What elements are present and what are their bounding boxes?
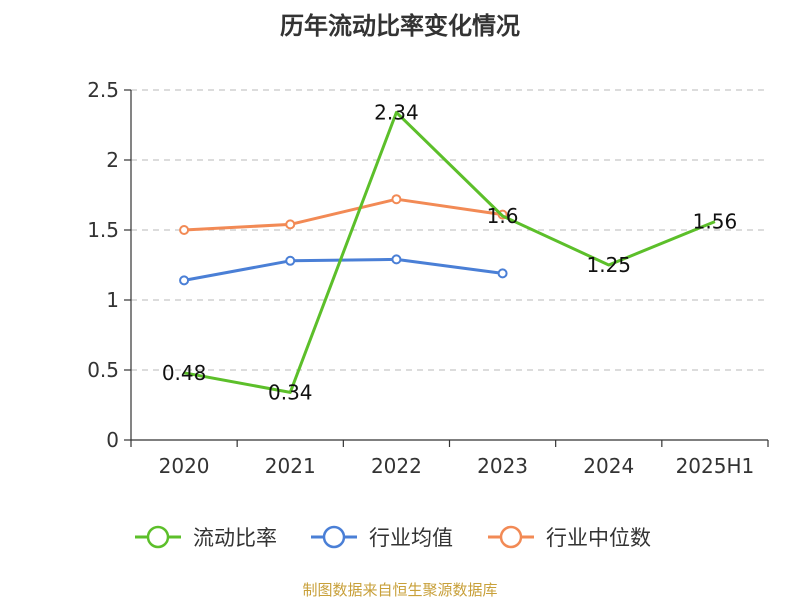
series-point bbox=[179, 275, 190, 286]
data-label: 1.25 bbox=[586, 253, 631, 277]
x-tick-label: 2021 bbox=[265, 454, 316, 478]
legend-marker bbox=[322, 525, 346, 549]
x-tick-label: 2024 bbox=[583, 454, 634, 478]
x-tick-label: 2023 bbox=[477, 454, 528, 478]
data-labels: 0.48 0.34 2.34 1.6 1.25 1.56 bbox=[162, 100, 737, 404]
y-tick-label: 2.5 bbox=[87, 78, 119, 102]
legend: 流动比率 行业均值 行业中位数 bbox=[135, 525, 651, 550]
x-tick-label: 2025H1 bbox=[676, 454, 755, 478]
series-point bbox=[391, 254, 402, 265]
series-point bbox=[391, 194, 402, 205]
series-point bbox=[285, 255, 296, 266]
y-tick-label: 0.5 bbox=[87, 358, 119, 382]
series-line-0 bbox=[183, 110, 716, 394]
data-label: 0.48 bbox=[162, 361, 207, 385]
series-line-1 bbox=[183, 257, 503, 282]
series-point bbox=[179, 225, 190, 235]
series-point bbox=[497, 268, 508, 279]
legend-marker bbox=[146, 525, 170, 549]
y-tick-label: 1 bbox=[106, 288, 119, 312]
data-label: 1.6 bbox=[487, 204, 519, 228]
legend-label: 行业中位数 bbox=[546, 526, 651, 550]
series-group bbox=[179, 110, 716, 394]
x-tick-label: 2022 bbox=[371, 454, 422, 478]
data-label: 1.56 bbox=[693, 210, 738, 234]
y-tick-label: 2 bbox=[106, 148, 119, 172]
legend-marker bbox=[499, 525, 523, 549]
chart-title: 历年流动比率变化情况 bbox=[280, 12, 520, 40]
gridlines bbox=[131, 89, 768, 371]
series-line-2 bbox=[184, 197, 503, 232]
axes: 0 0.5 1 1.5 2 2.5 2020 2021 2022 2023 2024 2025H1 bbox=[87, 78, 769, 478]
source-note: 制图数据来自恒生聚源数据库 bbox=[302, 581, 497, 599]
legend-label: 行业均值 bbox=[369, 526, 453, 550]
series-point bbox=[285, 219, 296, 230]
data-label: 2.34 bbox=[374, 100, 419, 124]
legend-label: 流动比率 bbox=[193, 526, 277, 550]
x-tick-label: 2020 bbox=[159, 454, 210, 478]
y-tick-label: 1.5 bbox=[87, 218, 119, 242]
y-tick-label: 0 bbox=[106, 428, 119, 452]
data-label: 0.34 bbox=[268, 380, 313, 404]
